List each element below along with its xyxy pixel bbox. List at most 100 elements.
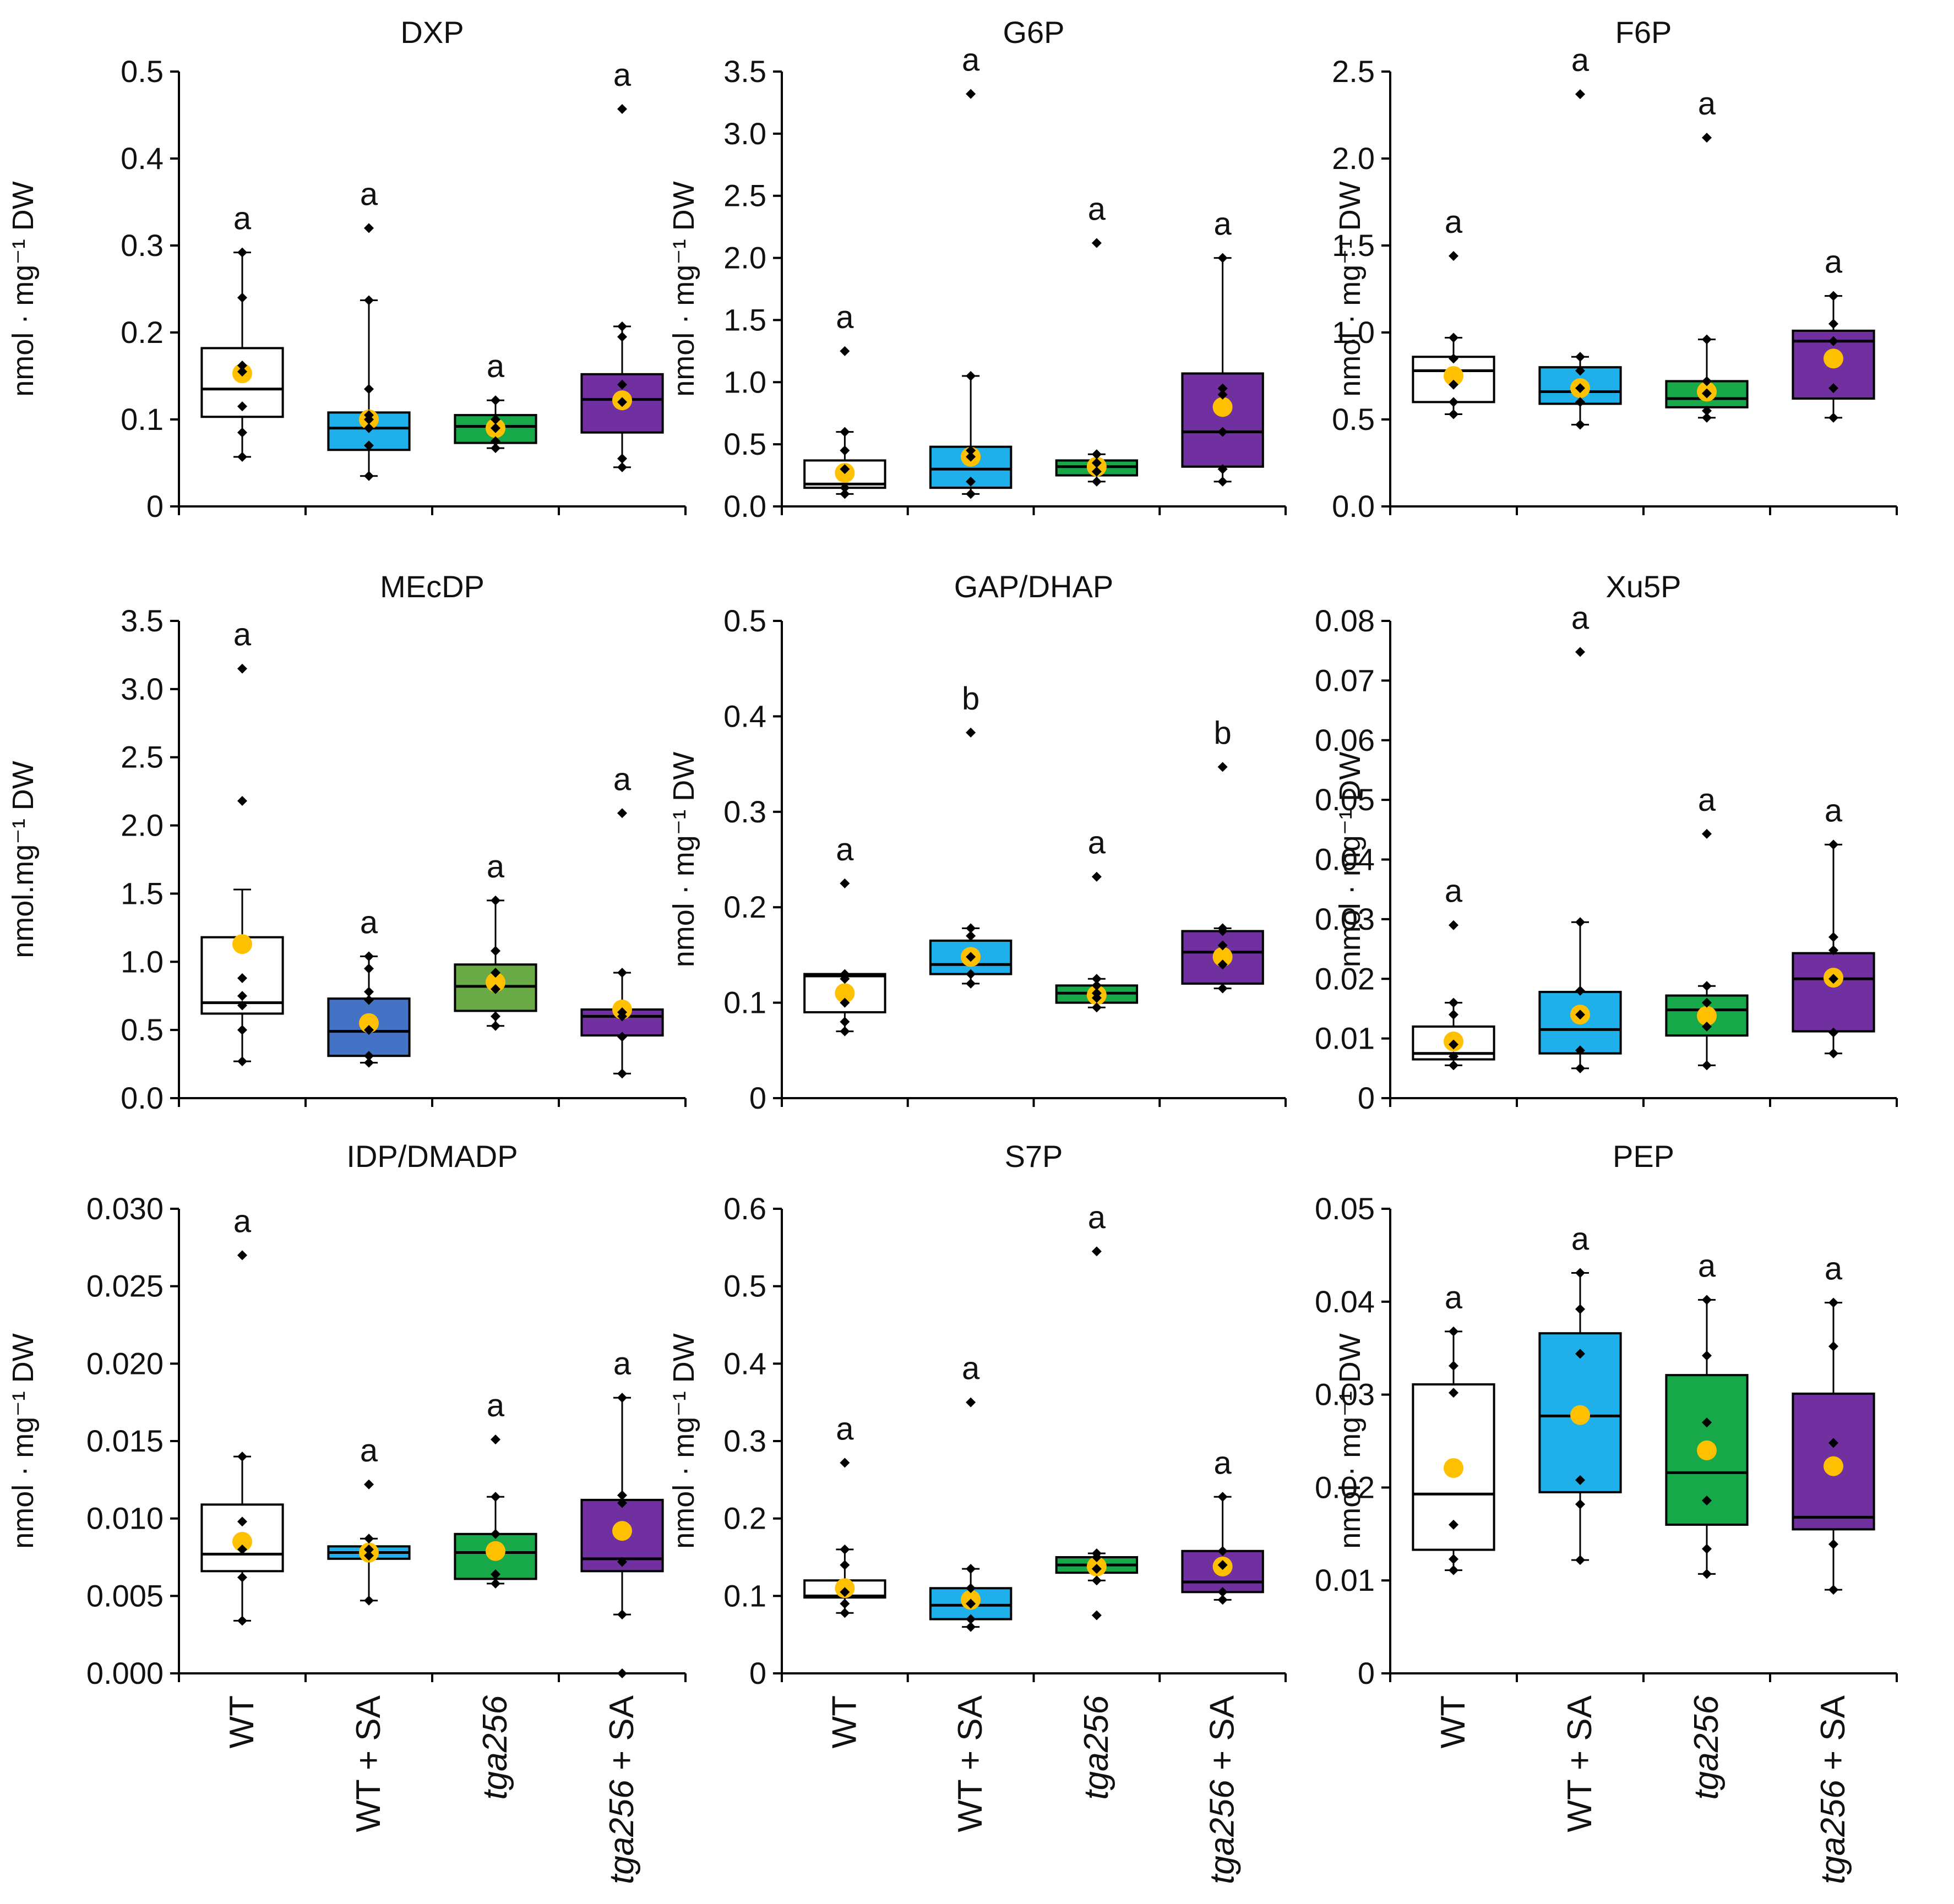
- y-axis-label: nmol · mg⁻¹ DW: [667, 1333, 700, 1549]
- data-point: [1828, 1539, 1838, 1550]
- panel-title: Xu5P: [1606, 569, 1681, 604]
- significance-letter: a: [360, 176, 378, 212]
- data-point: [1091, 1610, 1102, 1621]
- data-point: [617, 321, 627, 331]
- data-point: [364, 1025, 374, 1035]
- data-point: [840, 969, 850, 979]
- data-point: [364, 986, 374, 997]
- category-label: tga256: [476, 1695, 514, 1799]
- panel-pep: PEP nmol · mg⁻¹ DW 0 0.01 0.02 0.03 0.04 0.05 a a…: [1315, 1139, 1898, 1884]
- category-label-italic: tga256: [1204, 1780, 1242, 1884]
- box-2: a: [454, 1388, 537, 1589]
- data-point: [364, 440, 374, 451]
- data-point: [491, 946, 500, 956]
- data-point: [491, 414, 500, 424]
- y-tick-label: 0.5: [121, 54, 164, 89]
- y-axis-label: nmol · mg⁻¹ DW: [667, 181, 700, 397]
- data-point: [1575, 1475, 1585, 1485]
- data-point: [966, 445, 976, 456]
- data-point: [966, 923, 976, 934]
- panel-g6p: G6P nmol · mg⁻¹ DW 0.0 0.5 1.0 1.5 2.0 2.5 3.0 3.…: [667, 15, 1287, 523]
- mean-marker: [1212, 397, 1233, 417]
- category-label-italic: tga256: [476, 1695, 514, 1799]
- mean-marker: [1824, 348, 1843, 369]
- category-label: WT: [825, 1695, 863, 1748]
- y-tick-label: 1.0: [1332, 315, 1375, 350]
- data-point: [237, 1544, 247, 1554]
- data-point: [1702, 1496, 1712, 1506]
- data-point: [237, 247, 247, 258]
- data-point: [1217, 1492, 1228, 1502]
- data-point: [1828, 1585, 1838, 1595]
- data-point: [1702, 1295, 1712, 1305]
- category-label: WT: [1434, 1695, 1472, 1748]
- data-point: [840, 489, 850, 499]
- significance-letter: b: [1213, 715, 1231, 751]
- box-3: a: [1792, 793, 1875, 1059]
- mean-marker: [1444, 366, 1463, 386]
- data-point: [1702, 334, 1712, 345]
- data-point: [491, 1434, 500, 1445]
- y-tick-label: 0.07: [1315, 663, 1375, 697]
- data-point: [840, 427, 850, 437]
- data-point: [237, 663, 247, 674]
- category-label-plain: + SA: [603, 1695, 641, 1780]
- panel-title: F6P: [1615, 15, 1672, 50]
- y-tick-label: 0.1: [723, 1578, 766, 1613]
- panel-xu5p: Xu5P nmol · mg⁻¹ DW 0 0.01 0.02 0.03 0.04 0.05 0…: [1315, 569, 1898, 1115]
- significance-letter: a: [487, 1388, 505, 1423]
- box-iqr: [200, 1503, 284, 1573]
- data-point: [1449, 997, 1458, 1008]
- y-tick-label: 0.010: [86, 1501, 164, 1536]
- data-point: [1449, 1060, 1458, 1071]
- data-point: [237, 451, 247, 462]
- data-point: [1449, 920, 1458, 930]
- data-point: [1828, 1438, 1838, 1448]
- data-point: [1217, 1560, 1228, 1570]
- data-point: [1575, 1304, 1585, 1314]
- data-point: [840, 464, 850, 474]
- data-point: [1449, 332, 1458, 343]
- significance-letter: a: [1088, 1199, 1106, 1235]
- significance-letter: a: [1698, 782, 1716, 818]
- significance-letter: a: [836, 1411, 854, 1447]
- category-label: tga256 + SA: [1814, 1695, 1852, 1884]
- data-point: [840, 346, 850, 356]
- box-3: a: [1181, 206, 1264, 487]
- panel-idp-dmadp: IDP/DMADP nmol · mg⁻¹ DW 0.000 0.005 0.010 0.…: [7, 1139, 687, 1884]
- significance-letter: a: [613, 57, 632, 93]
- box-1: a: [327, 1433, 411, 1606]
- category-label-plain: WT + SA: [350, 1695, 388, 1832]
- box-0: a: [1412, 204, 1495, 419]
- data-point: [1091, 980, 1102, 991]
- data-point: [1575, 985, 1585, 996]
- significance-letter: a: [836, 832, 854, 868]
- data-point: [1828, 412, 1838, 423]
- category-label: tga256 + SA: [603, 1695, 641, 1884]
- y-tick-label: 0.4: [121, 141, 164, 176]
- data-point: [237, 361, 247, 371]
- data-point: [1217, 427, 1228, 437]
- data-point: [1091, 238, 1102, 248]
- data-point: [1575, 1499, 1585, 1509]
- mean-marker: [359, 1013, 379, 1033]
- data-point: [491, 436, 500, 446]
- y-tick-label: 1.5: [121, 876, 164, 910]
- box-3: a: [1181, 1445, 1264, 1605]
- data-point: [1828, 336, 1838, 346]
- data-point: [1828, 319, 1838, 329]
- y-axis-label: nmol.mg⁻¹ DW: [7, 761, 40, 958]
- category-label-plain: WT: [825, 1695, 863, 1748]
- data-point: [364, 471, 374, 481]
- box-1: a: [327, 904, 411, 1068]
- data-point: [1217, 464, 1228, 474]
- data-point: [237, 1516, 247, 1527]
- y-tick-label: 0.06: [1315, 723, 1375, 757]
- mean-marker: [835, 983, 855, 1003]
- y-tick-label: 0.5: [723, 603, 766, 638]
- data-point: [966, 978, 976, 989]
- data-point: [1449, 353, 1458, 364]
- data-point: [1702, 388, 1712, 399]
- data-point: [1828, 945, 1838, 956]
